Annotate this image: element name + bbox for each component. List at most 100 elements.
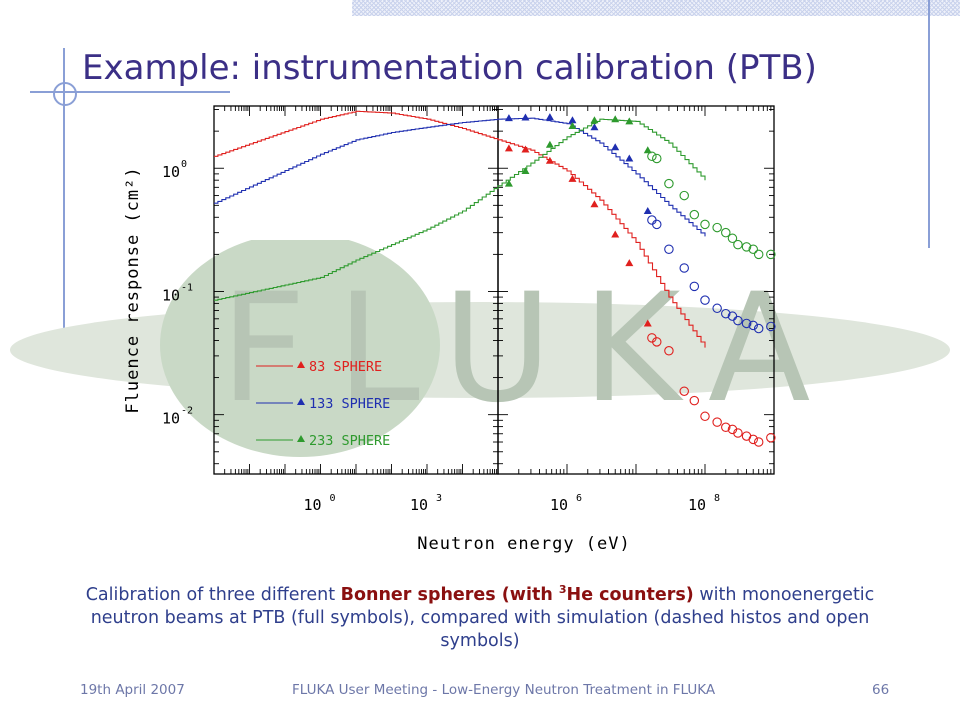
measured-point (545, 140, 554, 148)
measured-point (625, 117, 634, 125)
measured-point (590, 123, 599, 131)
simulated-point (727, 233, 738, 244)
x-tick-label-exponent: 3 (436, 493, 442, 504)
simulated-point (748, 244, 758, 255)
simulated-point (733, 428, 743, 438)
simulated-point (721, 422, 731, 433)
simulated-point (689, 209, 700, 220)
simulated-point (712, 222, 722, 233)
caption-emphasis-text-2: He counters) (566, 584, 694, 605)
series-2 (214, 113, 776, 334)
measured-point (504, 114, 513, 122)
simulated-point (700, 219, 710, 230)
legend-marker (297, 398, 305, 405)
decor-horizontal-line (30, 91, 230, 93)
measured-point (625, 259, 634, 267)
simulated-point (741, 318, 752, 329)
simulated-point (664, 346, 674, 356)
simulated-point (689, 281, 700, 292)
measured-point (521, 166, 530, 174)
measured-point (504, 144, 513, 152)
footer-date: 19th April 2007 (80, 682, 185, 698)
simulated-point (679, 263, 689, 273)
y-tick-label-exponent: 0 (181, 159, 187, 170)
x-tick-label: 10 (410, 496, 428, 514)
slide-title: Example: instrumentation calibration (PT… (82, 48, 817, 88)
series-1 (214, 110, 776, 447)
measured-point (625, 154, 634, 162)
header-pattern-band (352, 0, 960, 16)
histogram-line (214, 110, 706, 348)
measured-point (643, 206, 652, 214)
axis-ticks (213, 106, 774, 474)
x-tick-label-exponent: 6 (576, 493, 582, 504)
y-tick-label: 10 (162, 410, 180, 428)
y-tick-label-exponent: -1 (181, 282, 193, 293)
simulated-point (753, 249, 764, 260)
left-panel-frame (213, 105, 499, 475)
watermark-text: FLUKA (220, 262, 841, 436)
measured-point (504, 179, 513, 187)
measured-point (545, 156, 554, 164)
measured-point (611, 115, 620, 123)
simulated-point (733, 315, 743, 326)
simulated-point (753, 323, 764, 334)
simulated-point (700, 411, 710, 422)
x-tick-label: 10 (550, 496, 568, 514)
simulated-point (679, 190, 689, 201)
simulated-point (679, 386, 689, 396)
measured-point (590, 116, 599, 124)
simulated-point (647, 215, 657, 225)
simulated-point (652, 153, 662, 164)
decor-vertical-line-left (63, 48, 65, 330)
simulated-point (664, 178, 674, 189)
simulated-point (721, 308, 731, 319)
figure-caption: Calibration of three different Bonner sp… (50, 578, 910, 653)
y-tick-label: 10 (162, 286, 180, 304)
measured-point (611, 143, 620, 151)
measured-point (521, 113, 530, 121)
y-tick-label: 10 (162, 163, 180, 181)
x-tick-label-exponent: 0 (330, 493, 336, 504)
measured-point (568, 122, 577, 130)
simulated-point (741, 242, 752, 252)
legend-label: 83 SPHERE (309, 359, 382, 375)
simulated-point (748, 434, 758, 445)
simulated-point (733, 239, 743, 250)
simulated-point (712, 417, 722, 427)
right-panel-frame (497, 105, 775, 475)
legend: 83 SPHERE 133 SPHERE 233 SPHERE (256, 359, 390, 449)
simulated-point (766, 432, 776, 443)
measured-point (521, 145, 530, 153)
legend-label: 233 SPHERE (309, 433, 390, 449)
histogram-line (214, 117, 706, 237)
caption-emphasis-text-1: Bonner spheres (with (340, 584, 559, 605)
measured-point (568, 174, 577, 182)
y-tick-label-exponent: -2 (181, 406, 193, 417)
caption-text-1: Calibration of three different (85, 584, 341, 605)
caption-text-2: with monoenergetic neutron beams at PTB … (90, 584, 875, 651)
series-layer (214, 110, 776, 447)
x-tick-label: 10 (688, 496, 706, 514)
caption-superscript: 3 (558, 583, 567, 596)
legend-marker (297, 361, 305, 368)
footer-meeting-title: FLUKA User Meeting - Low-Energy Neutron … (292, 682, 716, 698)
measured-point (545, 113, 554, 121)
simulated-point (647, 151, 657, 162)
x-tick-label-exponent: 8 (714, 493, 720, 504)
simulated-point (721, 227, 731, 238)
measured-point (643, 319, 652, 327)
fluka-watermark-logo: FLUKA (10, 240, 950, 457)
x-tick-label: 10 (303, 496, 321, 514)
caption-emphasis: Bonner spheres (with 3He counters) (340, 583, 694, 605)
y-axis-label: Fluence response (cm²) (123, 166, 143, 413)
measured-point (643, 146, 652, 154)
measured-point (568, 116, 577, 124)
simulated-point (652, 219, 662, 230)
plot-frame (213, 105, 775, 475)
simulated-point (748, 320, 758, 331)
measured-point (590, 200, 599, 208)
simulated-point (766, 249, 776, 260)
